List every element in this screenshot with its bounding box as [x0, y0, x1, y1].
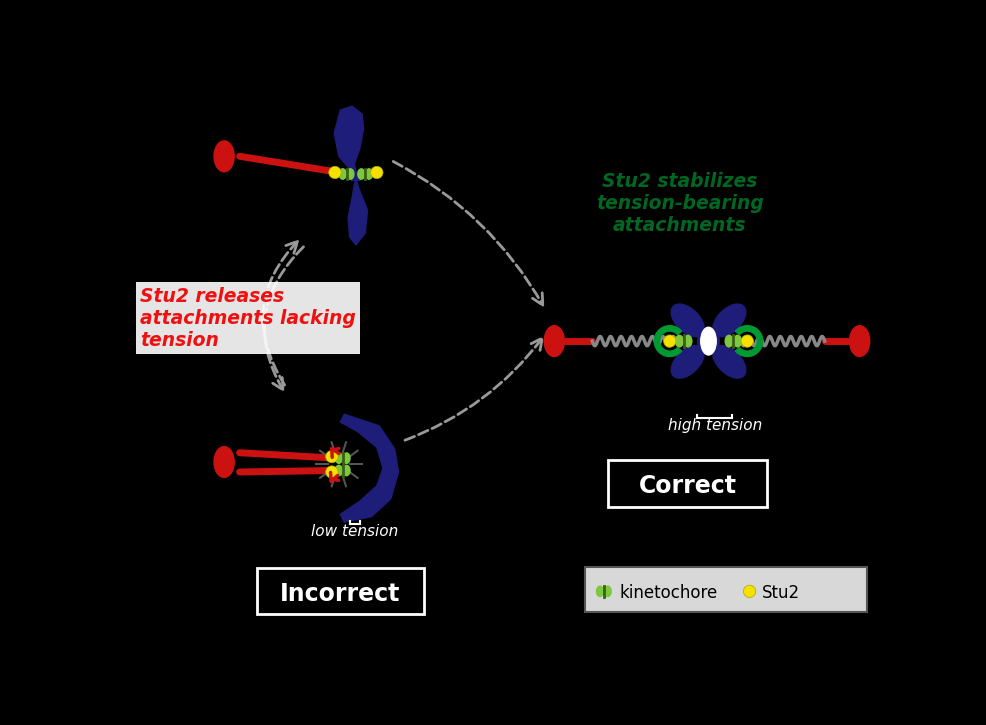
FancyArrowPatch shape [331, 449, 338, 457]
Ellipse shape [712, 345, 745, 378]
Ellipse shape [712, 304, 745, 336]
Ellipse shape [358, 169, 365, 179]
Text: Stu2 stabilizes
tension-bearing
attachments: Stu2 stabilizes tension-bearing attachme… [596, 172, 763, 235]
FancyArrowPatch shape [404, 338, 541, 440]
Text: kinetochore: kinetochore [619, 584, 717, 602]
Ellipse shape [343, 453, 350, 463]
Ellipse shape [603, 586, 610, 597]
Ellipse shape [674, 336, 682, 347]
Ellipse shape [596, 586, 602, 597]
FancyArrowPatch shape [392, 162, 542, 305]
Polygon shape [334, 107, 363, 172]
Ellipse shape [346, 169, 354, 179]
Text: high tension: high tension [667, 418, 761, 434]
Ellipse shape [849, 326, 869, 357]
Ellipse shape [733, 336, 740, 347]
Text: Correct: Correct [638, 474, 736, 498]
Circle shape [663, 335, 675, 347]
Polygon shape [351, 171, 359, 181]
Text: Stu2: Stu2 [761, 584, 800, 602]
FancyBboxPatch shape [256, 568, 424, 615]
Ellipse shape [343, 465, 350, 476]
FancyArrowPatch shape [330, 473, 338, 481]
Ellipse shape [335, 465, 342, 476]
Text: Incorrect: Incorrect [280, 581, 400, 605]
Polygon shape [735, 326, 762, 357]
Polygon shape [654, 326, 681, 357]
FancyArrowPatch shape [262, 241, 297, 385]
Ellipse shape [339, 169, 346, 179]
Circle shape [697, 331, 719, 352]
Text: Stu2 releases
attachments lacking
tension: Stu2 releases attachments lacking tensio… [140, 286, 356, 349]
Circle shape [740, 335, 752, 347]
Ellipse shape [670, 304, 703, 336]
Ellipse shape [670, 345, 703, 378]
Ellipse shape [725, 336, 733, 347]
Ellipse shape [214, 447, 234, 477]
Circle shape [742, 585, 755, 597]
Ellipse shape [683, 336, 691, 347]
Ellipse shape [365, 169, 372, 179]
Circle shape [328, 166, 341, 178]
Ellipse shape [335, 453, 342, 463]
Polygon shape [340, 414, 398, 522]
Circle shape [325, 466, 338, 478]
Text: low tension: low tension [312, 524, 398, 539]
Ellipse shape [543, 326, 564, 357]
Polygon shape [348, 179, 367, 245]
Circle shape [325, 450, 338, 463]
Circle shape [370, 166, 383, 178]
Ellipse shape [214, 141, 234, 172]
Ellipse shape [700, 327, 716, 355]
FancyBboxPatch shape [585, 567, 867, 612]
FancyArrowPatch shape [264, 247, 304, 390]
FancyBboxPatch shape [607, 460, 767, 507]
